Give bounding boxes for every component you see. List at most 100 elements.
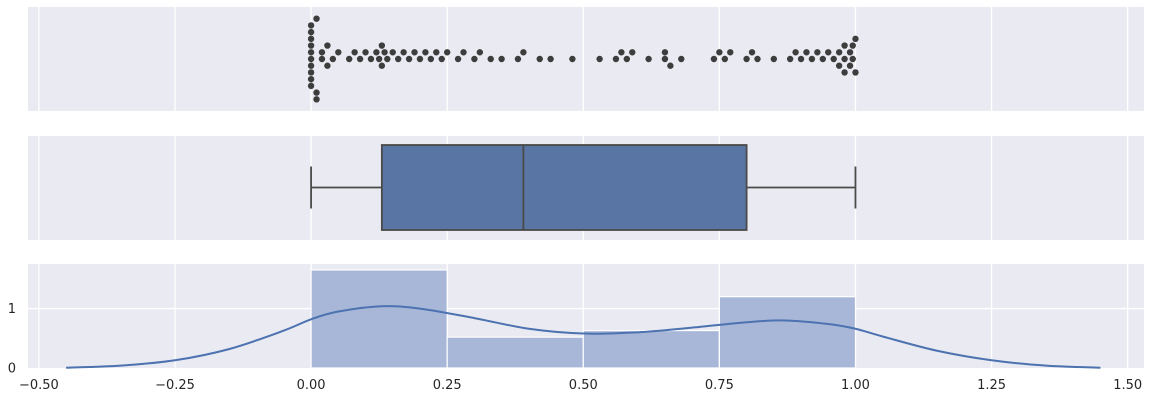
swarm-point <box>792 49 799 56</box>
swarm-point <box>727 49 734 56</box>
swarm-point <box>825 49 832 56</box>
y-axis-tick-labels: 01 <box>8 302 16 376</box>
swarm-point <box>645 55 652 63</box>
x-tick-label: 1.25 <box>977 378 1006 393</box>
swarm-point <box>307 22 315 29</box>
swarm-point <box>569 55 576 63</box>
x-tick-label: 0.25 <box>433 378 462 393</box>
swarm-point <box>307 62 315 69</box>
swarm-point <box>384 55 391 63</box>
swarm-point <box>351 49 358 56</box>
swarm-point <box>667 62 674 69</box>
swarm-point <box>378 62 386 69</box>
swarm-point <box>313 96 320 103</box>
swarm-point <box>803 49 810 56</box>
swarm-panel <box>28 7 1144 111</box>
swarm-point <box>618 49 625 56</box>
x-axis-tick-labels: −0.50 −0.25 0.00 0.25 0.50 0.75 1.00 1.25 1.50 <box>19 378 1142 393</box>
swarm-point <box>318 49 326 56</box>
swarm-point <box>454 55 462 63</box>
swarm-point <box>716 49 723 56</box>
swarm-point <box>335 49 342 56</box>
swarm-point <box>841 69 848 76</box>
swarm-point <box>411 49 418 56</box>
swarm-point <box>841 55 848 63</box>
swarm-point <box>307 75 315 83</box>
swarm-point <box>819 55 827 63</box>
swarm-point <box>661 49 669 56</box>
swarm-point <box>367 55 375 63</box>
swarm-point <box>416 55 424 63</box>
swarm-point <box>797 55 805 63</box>
swarm-point <box>629 49 636 56</box>
swarm-point <box>830 55 837 63</box>
histogram-bar <box>582 329 720 369</box>
y-tick-label: 1 <box>8 302 16 317</box>
swarm-point <box>476 49 484 56</box>
swarm-point <box>375 55 383 63</box>
x-tick-label: −0.25 <box>155 378 195 393</box>
swarm-point <box>498 55 505 63</box>
x-tick-label: 0.75 <box>705 378 734 393</box>
swarm-point <box>313 89 320 96</box>
swarm-point <box>710 55 718 63</box>
swarm-point <box>438 55 445 63</box>
swarm-point <box>846 49 854 56</box>
plot-area-background <box>28 7 1144 111</box>
swarm-point <box>471 55 478 63</box>
swarm-point <box>514 55 522 63</box>
x-tick-label: 0.00 <box>297 378 326 393</box>
x-tick-label: 1.00 <box>841 378 870 393</box>
histogram-panel <box>28 264 1144 369</box>
swarm-point <box>443 49 451 56</box>
swarm-point <box>307 82 315 90</box>
x-tick-label: 1.50 <box>1113 378 1142 393</box>
swarm-point <box>748 49 756 56</box>
swarm-point <box>324 62 331 69</box>
swarm-point <box>841 42 848 49</box>
swarm-point <box>345 55 353 63</box>
swarm-point <box>520 49 527 56</box>
swarm-point <box>427 55 435 63</box>
histogram-bar <box>446 336 584 369</box>
swarm-point <box>661 55 669 63</box>
swarm-point <box>849 42 856 49</box>
histogram-bar <box>718 296 857 369</box>
swarm-point <box>405 55 413 63</box>
swarm-point <box>835 62 843 69</box>
box-panel <box>28 136 1144 240</box>
swarm-point <box>547 55 554 63</box>
swarm-point <box>770 55 778 63</box>
swarm-point <box>814 49 821 56</box>
swarm-point <box>307 55 315 63</box>
swarm-point <box>849 55 856 63</box>
y-tick-label: 0 <box>8 362 16 377</box>
swarm-point <box>378 42 386 49</box>
swarm-point <box>318 55 326 63</box>
swarm-point <box>852 35 859 43</box>
swarm-point <box>422 49 429 56</box>
x-tick-label: −0.50 <box>19 378 59 393</box>
swarm-point <box>846 62 854 69</box>
swarm-point <box>754 55 761 63</box>
swarm-point <box>743 55 750 63</box>
swarm-point <box>307 42 315 49</box>
swarm-point <box>313 15 320 22</box>
swarm-point <box>786 55 794 63</box>
swarm-point <box>307 28 315 36</box>
histogram-bar <box>310 269 448 369</box>
swarm-point <box>389 49 396 56</box>
swarm-point <box>835 49 843 56</box>
swarm-point <box>356 55 364 63</box>
swarm-point <box>536 55 543 63</box>
swarm-point <box>721 55 729 63</box>
x-tick-label: 0.50 <box>569 378 598 393</box>
swarm-point <box>612 55 620 63</box>
swarm-point <box>394 55 402 63</box>
swarm-point <box>487 55 494 63</box>
swarm-point <box>307 69 315 76</box>
swarm-point <box>460 49 467 56</box>
kde-line <box>66 305 1101 369</box>
swarm-point <box>596 55 603 63</box>
